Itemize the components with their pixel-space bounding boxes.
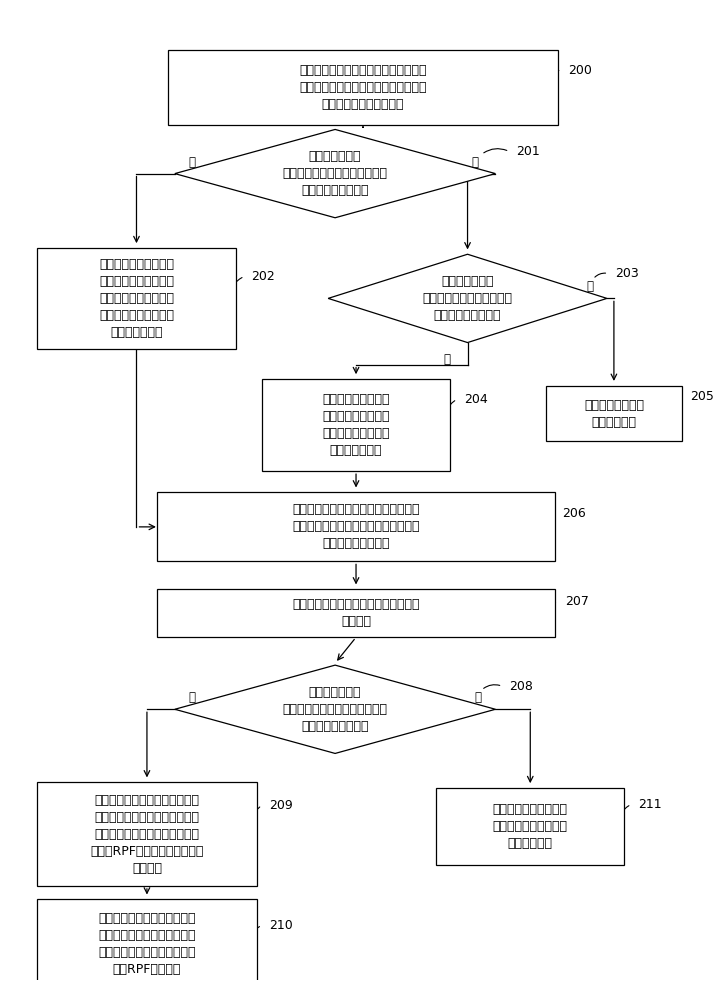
Text: 202: 202 — [251, 270, 275, 283]
Text: 第一路由设备接收到共享网段内新加入
的第三路由设备发送给网段内所有其它
路由设备的握手消息: 第一路由设备接收到共享网段内新加入 的第三路由设备发送给网段内所有其它 路由设备… — [293, 503, 420, 550]
Text: 第三路由设备根据第二加入请
求创建第二路由表项，其中的
上游邻居信息为第二加入请求
中的RPF上游邻居: 第三路由设备根据第二加入请 求创建第二路由表项，其中的 上游邻居信息为第二加入请… — [98, 912, 196, 976]
Bar — [436, 788, 624, 865]
Text: 204: 204 — [464, 393, 488, 406]
Text: 203: 203 — [616, 267, 639, 280]
Bar — [37, 782, 257, 886]
Text: 是: 是 — [189, 691, 196, 704]
Text: 第一路由设备将第三路
由设备添加至自身的邻
居关系列表中: 第一路由设备将第三路 由设备添加至自身的邻 居关系列表中 — [493, 803, 568, 850]
Bar — [168, 50, 558, 125]
Text: 第一路由设备根
据源地址，识别自身是否为共享
网段内的下游设备？: 第一路由设备根 据源地址，识别自身是否为共享 网段内的下游设备？ — [282, 686, 388, 733]
Text: 第一路由设备判
断自身是否为第一加入请求
中指定的上游邻居？: 第一路由设备判 断自身是否为第一加入请求 中指定的上游邻居？ — [423, 275, 513, 322]
Text: 第一路由设备根
据源地址，识别自身是否为共享
网段中的下游设备？: 第一路由设备根 据源地址，识别自身是否为共享 网段中的下游设备？ — [282, 150, 388, 197]
Polygon shape — [175, 129, 495, 218]
Text: 是: 是 — [189, 156, 196, 169]
Bar — [37, 248, 236, 349]
Text: 否: 否 — [471, 156, 478, 169]
Text: 201: 201 — [516, 145, 540, 158]
Bar — [158, 589, 555, 637]
Text: 第一路由设备从自身的路由表项中提取
出源地址: 第一路由设备从自身的路由表项中提取 出源地址 — [293, 598, 420, 628]
Polygon shape — [175, 665, 495, 753]
Text: 第一路由设备创建或更
新自身的路由表项，以
使该路由表项中的上游
信息为第一加入请求中
携带的上游信息: 第一路由设备创建或更 新自身的路由表项，以 使该路由表项中的上游 信息为第一加入… — [99, 258, 174, 339]
Text: 200: 200 — [568, 64, 592, 77]
Text: 是: 是 — [443, 353, 450, 366]
Text: 206: 206 — [562, 507, 585, 520]
Text: 209: 209 — [269, 799, 293, 812]
Text: 第一路由设备根据第
一加入请求中的源地
址，继续向上一级网
段发送加入请求: 第一路由设备根据第 一加入请求中的源地 址，继续向上一级网 段发送加入请求 — [322, 393, 390, 457]
Bar — [37, 899, 257, 988]
Bar — [158, 492, 555, 561]
Bar — [546, 386, 682, 441]
Text: 208: 208 — [510, 680, 533, 693]
Text: 第一路由设备丢弃
第一加入请求: 第一路由设备丢弃 第一加入请求 — [584, 399, 644, 429]
Text: 210: 210 — [269, 919, 293, 932]
Text: 第一路由设备接收到第二路由设备发送
给其所处的共享网段内的、其它所有的
路由设备的第一加入请求: 第一路由设备接收到第二路由设备发送 给其所处的共享网段内的、其它所有的 路由设备… — [299, 64, 427, 111]
Bar — [262, 379, 450, 471]
Text: 211: 211 — [638, 798, 662, 811]
Polygon shape — [328, 254, 607, 343]
Text: 否: 否 — [586, 280, 593, 293]
Text: 205: 205 — [690, 390, 714, 403]
Text: 207: 207 — [565, 595, 589, 608]
Text: 否: 否 — [475, 691, 481, 704]
Text: 第一路由设备将第三路由设备添
加到邻居关系列表中，并在共享
网段中发送携带有自身的路由表
项中的RPF上游邻居信息的第二
加入请求: 第一路由设备将第三路由设备添 加到邻居关系列表中，并在共享 网段中发送携带有自身… — [90, 794, 203, 875]
